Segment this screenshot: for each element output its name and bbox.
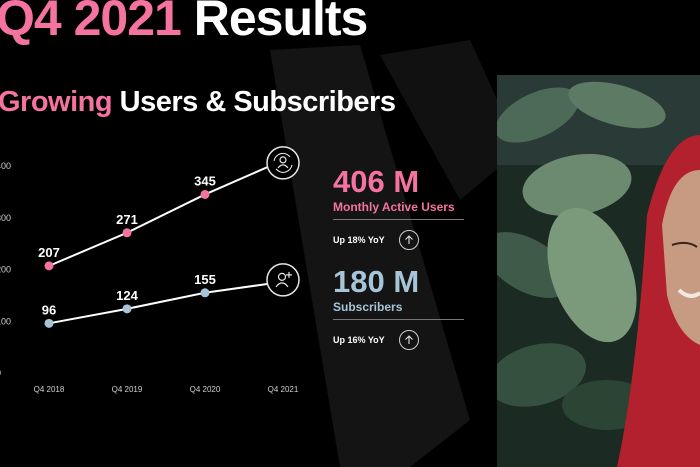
user-head-icon — [279, 156, 287, 164]
y-tick-label: 0 — [0, 368, 1, 378]
mau-value: 406 M — [333, 164, 420, 199]
person-with-plants-photo — [497, 75, 700, 467]
user-head-icon — [277, 272, 287, 281]
y-tick-label: 400 — [0, 161, 11, 171]
data-label: 124 — [116, 288, 138, 303]
data-label: 207 — [38, 245, 60, 260]
y-tick-label: 300 — [0, 213, 11, 223]
arrow-up-icon — [398, 330, 419, 350]
mau-divider — [333, 219, 464, 220]
data-point — [200, 288, 210, 298]
subs-divider — [333, 319, 464, 320]
x-tick-label: Q4 2019 — [112, 385, 143, 394]
data-point — [44, 318, 54, 328]
mau-stat: 406 M Monthly Active Users Up 18% YoY — [333, 166, 464, 250]
arrow-up-icon — [398, 230, 419, 250]
subs-label: Subscribers — [333, 300, 403, 314]
data-label: 345 — [194, 173, 216, 188]
x-tick-label: Q4 2018 — [34, 385, 65, 394]
plus-icon — [286, 271, 292, 278]
subtitle-rest: Users & Subscribers — [119, 86, 396, 118]
x-tick-label: Q4 2021 — [268, 385, 299, 394]
subs-stat: 180 M Subscribers Up 16% YoY — [333, 266, 464, 350]
chart-subtitle: Growing Users & Subscribers — [0, 86, 396, 119]
mau-growth: Up 18% YoY — [333, 230, 464, 250]
data-label: 96 — [42, 302, 56, 317]
mau-growth-text: Up 18% YoY — [333, 235, 385, 245]
data-label: 271 — [116, 212, 138, 227]
data-point — [200, 189, 210, 199]
subs-value: 180 M — [333, 264, 420, 299]
y-tick-label: 200 — [0, 265, 11, 275]
title-accent: Q4 2021 — [0, 0, 182, 46]
subs-growth: Up 16% YoY — [333, 330, 464, 350]
page-title: Q4 2021 Results — [0, 0, 369, 48]
y-tick-label: 100 — [0, 316, 11, 326]
user-body-icon — [277, 164, 289, 169]
user-body-icon — [275, 282, 289, 288]
subtitle-accent: Growing — [0, 86, 113, 118]
refresh-arc-icon — [275, 164, 293, 173]
x-tick-label: Q4 2020 — [190, 385, 221, 394]
growth-line-chart: 400 300 200 100 0 Q4 2018 Q4 2019 Q4 2020 Q4 202… — [0, 146, 300, 394]
title-rest: Results — [193, 0, 369, 46]
series-line-0 — [48, 165, 269, 267]
data-label: 155 — [194, 272, 216, 287]
series-line-1 — [48, 282, 269, 325]
data-point — [122, 304, 132, 314]
data-point — [44, 261, 54, 271]
data-point — [122, 228, 132, 238]
mau-label: Monthly Active Users — [333, 200, 455, 214]
subs-growth-text: Up 16% YoY — [333, 335, 385, 345]
refresh-arc-icon — [273, 152, 291, 162]
